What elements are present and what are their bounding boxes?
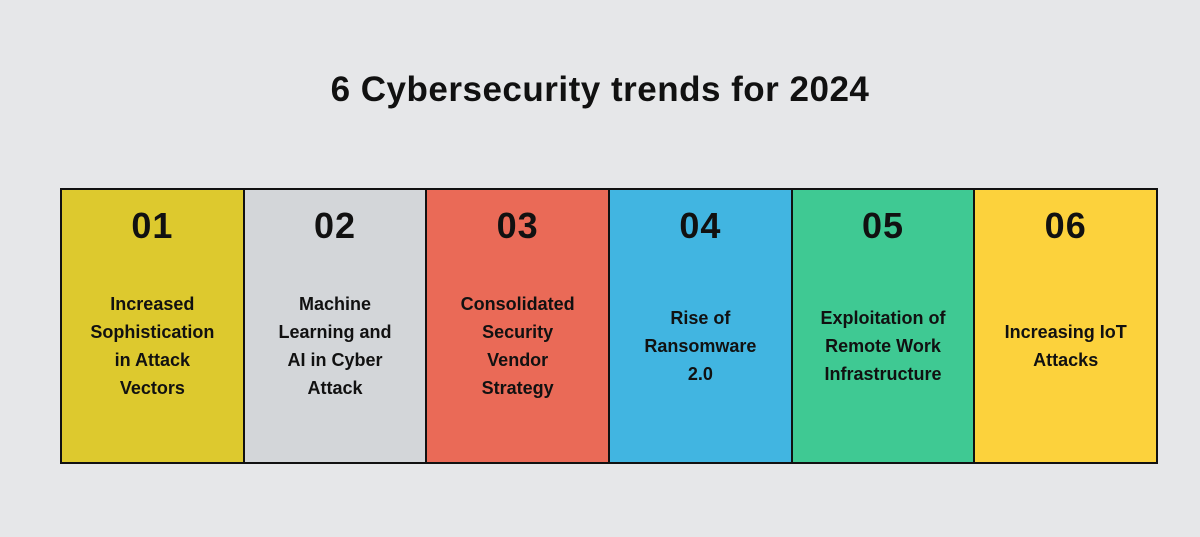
trend-label: Consolidated Security Vendor Strategy	[460, 294, 575, 398]
trend-label: Increased Sophistication in Attack Vecto…	[90, 294, 215, 398]
trends-card-row: 01 Increased Sophistication in Attack Ve…	[60, 188, 1159, 464]
trend-card-6: 06 Increasing IoT Attacks	[975, 188, 1159, 464]
trend-label-wrap: Machine Learning and AI in Cyber Attack	[245, 246, 426, 462]
trend-card-3: 03 Consolidated Security Vendor Strategy	[427, 188, 611, 464]
trend-label: Rise of Ransomware 2.0	[644, 307, 757, 384]
trend-number: 04	[679, 205, 722, 246]
trend-number: 06	[1044, 205, 1087, 246]
trend-label-wrap: Increased Sophistication in Attack Vecto…	[62, 246, 243, 462]
trend-card-1: 01 Increased Sophistication in Attack Ve…	[60, 188, 245, 464]
trend-number: 01	[131, 205, 174, 246]
trend-number: 02	[313, 205, 357, 246]
trend-label-wrap: Consolidated Security Vendor Strategy	[427, 246, 608, 462]
trend-number: 05	[862, 205, 905, 246]
trend-number: 03	[496, 205, 539, 246]
trend-label-wrap: Exploitation of Remote Work Infrastructu…	[793, 246, 974, 462]
trend-label-wrap: Increasing IoT Attacks	[975, 246, 1156, 462]
trend-card-4: 04 Rise of Ransomware 2.0	[610, 188, 793, 464]
page-title: 6 Cybersecurity trends for 2024	[330, 70, 870, 109]
trend-label: Increasing IoT Attacks	[1004, 321, 1127, 370]
trend-label: Exploitation of Remote Work Infrastructu…	[820, 307, 946, 384]
trend-label: Machine Learning and AI in Cyber Attack	[278, 294, 392, 398]
trend-label-wrap: Rise of Ransomware 2.0	[610, 246, 791, 462]
trend-card-2: 02 Machine Learning and AI in Cyber Atta…	[244, 188, 428, 464]
trend-card-5: 05 Exploitation of Remote Work Infrastru…	[792, 188, 976, 464]
